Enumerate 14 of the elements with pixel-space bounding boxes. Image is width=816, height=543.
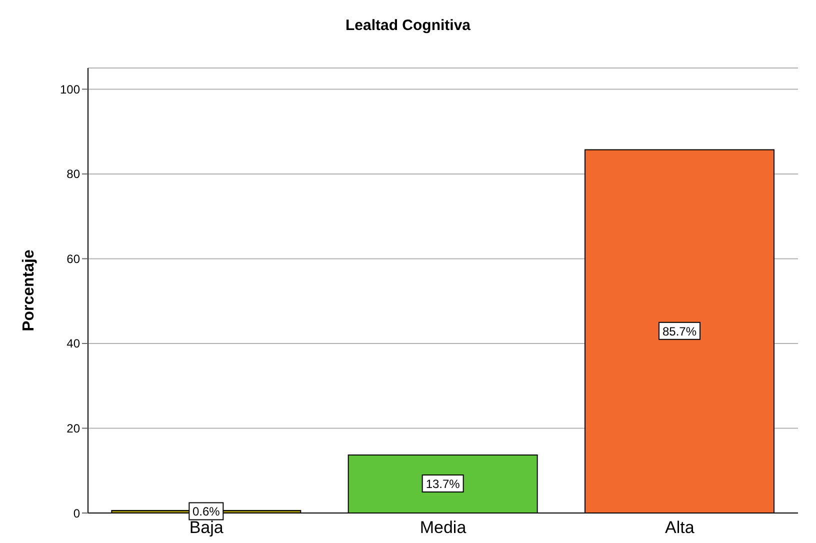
data-label: 85.7%: [662, 324, 697, 338]
data-label: 0.6%: [192, 504, 220, 519]
y-tick-label: 20: [66, 422, 80, 436]
y-tick-label: 40: [66, 336, 80, 351]
x-tick-label: Media: [420, 518, 467, 538]
y-tick-label: 0: [73, 506, 80, 520]
y-tick-label: 100: [60, 82, 80, 96]
x-tick-label: Alta: [665, 518, 695, 538]
chart-title: Lealtad Cognitiva: [345, 17, 472, 34]
y-tick-label: 60: [66, 252, 80, 266]
y-tick-label: 80: [66, 167, 80, 182]
data-label: 13.7%: [426, 476, 460, 491]
y-axis-title: Porcentaje: [20, 249, 38, 332]
x-tick-label: Baja: [189, 518, 224, 538]
